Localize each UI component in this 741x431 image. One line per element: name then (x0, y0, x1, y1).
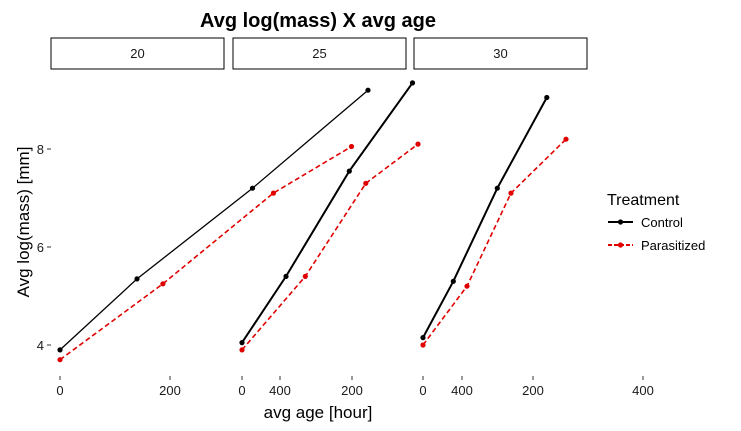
series-line-control (422, 97, 548, 339)
legend-key-point (617, 219, 624, 225)
x-tick-label: 0 (238, 383, 245, 398)
data-point-parasitized (464, 283, 470, 289)
x-tick-label: 200 (341, 383, 363, 398)
data-point-control (450, 278, 456, 284)
series-line-parasitized (59, 145, 352, 361)
data-point-parasitized (415, 141, 421, 147)
legend: Treatment Control Parasitized (607, 192, 705, 253)
data-point-control (544, 94, 550, 101)
data-point-control (409, 80, 416, 86)
facet-strip-label: 30 (493, 46, 507, 61)
x-axis-title: avg age [hour] (264, 403, 373, 422)
x-tick-label: 400 (632, 383, 654, 398)
data-point-control (283, 273, 289, 279)
series-line-parasitized (422, 138, 567, 346)
data-point-parasitized (302, 273, 308, 279)
data-point-parasitized (420, 342, 426, 348)
data-point-parasitized (57, 357, 63, 363)
facet-strip-label: 25 (312, 46, 326, 61)
data-point-parasitized (348, 143, 355, 150)
data-point-control (134, 276, 140, 282)
y-tick-label: 6 (37, 240, 44, 255)
y-tick-label: 4 (37, 338, 44, 353)
legend-key-point (617, 242, 624, 248)
x-tick-label: 0 (56, 383, 63, 398)
facet-panel-25: 25 0 200 400 (232, 37, 473, 398)
data-point-control (494, 185, 500, 191)
series-line-control (59, 89, 369, 351)
data-point-parasitized (160, 281, 166, 287)
x-tick-label: 400 (269, 383, 291, 398)
data-point-control (420, 335, 426, 341)
data-point-control (57, 347, 63, 353)
facet-strip (232, 37, 407, 70)
data-point-control (249, 185, 256, 191)
x-tick-label: 400 (451, 383, 473, 398)
y-axis-title: Avg log(mass) [mm] (14, 147, 33, 298)
data-point-parasitized (563, 136, 569, 142)
legend-title: Treatment (607, 192, 680, 209)
facet-strip-label: 20 (130, 46, 144, 61)
data-point-parasitized (270, 190, 276, 196)
x-tick-label: 200 (522, 383, 544, 398)
legend-label: Control (641, 215, 683, 230)
facet-strip (413, 37, 588, 70)
legend-items: Control Parasitized (608, 215, 705, 253)
chart-title: Avg log(mass) X avg age (200, 10, 436, 32)
series-line-parasitized (241, 143, 419, 351)
legend-label: Parasitized (641, 238, 705, 253)
data-point-parasitized (239, 347, 245, 353)
x-tick-label: 200 (159, 383, 181, 398)
data-point-parasitized (508, 190, 514, 196)
facet-strip (50, 37, 225, 70)
facet-panel-30: 30 0 200 400 (413, 37, 654, 398)
data-point-control (239, 340, 245, 346)
data-point-control (346, 168, 352, 174)
series-line-control (241, 82, 414, 344)
data-point-parasitized (363, 180, 369, 186)
x-tick-label: 0 (419, 383, 426, 398)
y-tick-label: 8 (37, 142, 44, 157)
data-point-control (365, 87, 371, 93)
